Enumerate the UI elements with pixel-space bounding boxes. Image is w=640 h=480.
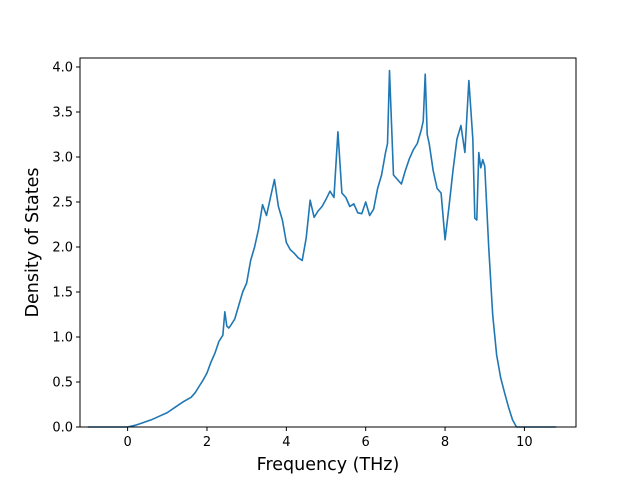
x-tick-label: 10 [516, 435, 533, 450]
x-tick-label: 6 [362, 435, 370, 450]
y-axis-label: Density of States [23, 168, 43, 318]
y-tick-label: 2.0 [52, 241, 73, 256]
x-tick-label: 8 [441, 435, 449, 450]
y-tick-label: 0.0 [52, 421, 73, 436]
dos-series-line-0 [87, 69, 557, 428]
y-tick-label: 2.5 [52, 196, 73, 211]
x-axis-label: Frequency (THz) [257, 455, 400, 475]
x-tick-label: 2 [203, 435, 211, 450]
y-tick-label: 3.5 [52, 106, 73, 121]
y-axis-ticks: 0.0 0.5 1.0 1.5 2.0 2.5 3.0 3.5 4.0 [52, 61, 80, 436]
x-tick-label: 4 [282, 435, 290, 450]
x-axis-ticks: 0 2 4 6 8 10 [123, 427, 533, 450]
y-tick-label: 1.0 [52, 331, 73, 346]
x-tick-label: 0 [123, 435, 131, 450]
plot-frame [79, 57, 577, 428]
y-tick-label: 1.5 [52, 286, 73, 301]
y-tick-label: 0.5 [52, 376, 73, 391]
series-layer [87, 69, 557, 428]
y-tick-label: 4.0 [52, 61, 73, 76]
y-tick-label: 3.0 [52, 151, 73, 166]
plot-area [80, 58, 576, 427]
